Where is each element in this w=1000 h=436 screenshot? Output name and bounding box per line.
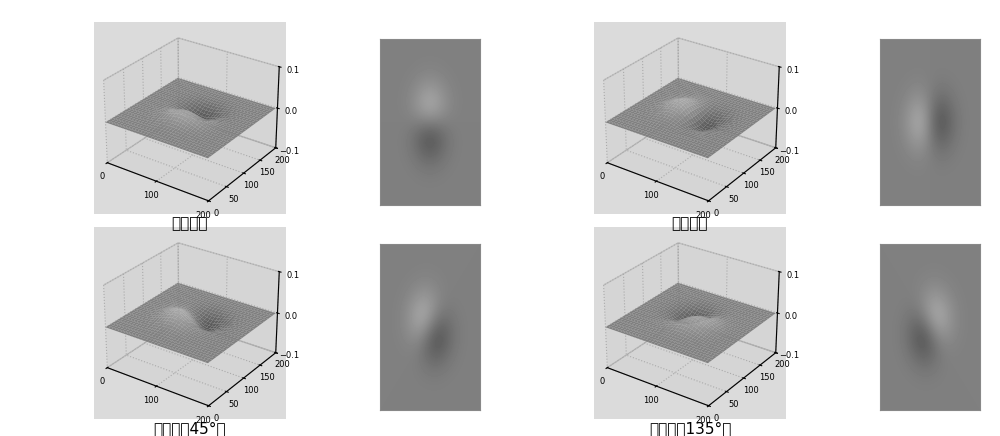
Text: 斜对角（45°）: 斜对角（45°） — [154, 421, 226, 436]
Text: 水平方向: 水平方向 — [672, 216, 708, 231]
Text: 垂直方向: 垂直方向 — [172, 216, 208, 231]
Text: 斜对角（135°）: 斜对角（135°） — [649, 421, 731, 436]
